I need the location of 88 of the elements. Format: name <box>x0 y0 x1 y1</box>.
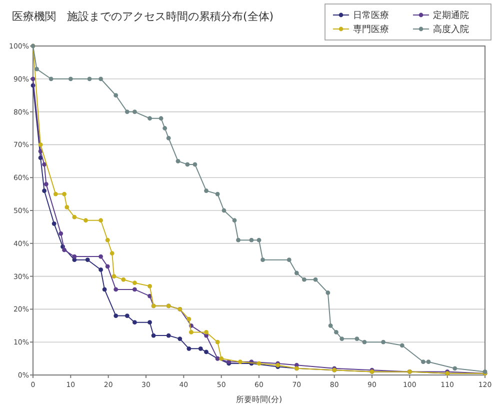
point <box>98 254 103 259</box>
point <box>148 116 152 121</box>
point <box>42 188 46 193</box>
point <box>110 251 114 256</box>
point <box>48 76 54 82</box>
point <box>151 333 156 338</box>
point <box>204 188 208 193</box>
point <box>64 205 70 210</box>
point <box>189 330 194 334</box>
point <box>102 287 107 292</box>
point <box>326 290 330 295</box>
point <box>340 336 344 342</box>
point <box>68 76 73 82</box>
point <box>236 238 240 242</box>
point <box>132 280 137 286</box>
point <box>328 323 333 328</box>
point <box>452 366 458 371</box>
point <box>62 192 66 196</box>
x-axis-title: 所要時間(分) <box>236 395 282 404</box>
point <box>185 162 190 167</box>
point <box>158 116 164 121</box>
point <box>334 330 338 334</box>
point <box>198 346 203 351</box>
point <box>44 182 48 186</box>
point <box>204 350 208 354</box>
point <box>72 254 77 259</box>
point <box>294 270 299 276</box>
chart-title: 医療機関 施設までのアクセス時間の累積分布(全体) <box>12 10 274 23</box>
point <box>124 314 130 318</box>
point <box>52 221 56 226</box>
legend-label: 専門医療 <box>353 24 389 36</box>
point <box>286 258 292 262</box>
point <box>114 93 118 98</box>
point <box>148 320 152 325</box>
point <box>260 258 265 262</box>
point <box>132 110 137 114</box>
point <box>381 340 386 344</box>
point <box>204 330 208 334</box>
point <box>34 66 39 72</box>
point <box>98 218 103 223</box>
point <box>186 346 192 351</box>
point <box>162 126 168 130</box>
point <box>148 284 152 288</box>
point <box>85 258 90 262</box>
point <box>176 158 180 164</box>
point <box>222 208 226 213</box>
point <box>62 248 66 252</box>
point <box>121 277 126 282</box>
point <box>98 76 103 82</box>
point <box>58 231 64 236</box>
point <box>232 218 237 223</box>
point <box>219 356 224 361</box>
point <box>38 142 43 147</box>
point <box>53 192 58 196</box>
point <box>186 316 192 322</box>
point <box>249 238 254 242</box>
legend-label: 日常医療 <box>353 10 389 22</box>
point <box>114 314 118 318</box>
point <box>112 274 116 278</box>
point <box>256 361 262 366</box>
point <box>313 277 318 282</box>
point <box>132 320 137 325</box>
point <box>105 264 110 269</box>
point <box>124 110 130 114</box>
point <box>426 360 431 364</box>
point <box>42 162 46 167</box>
point <box>256 238 262 242</box>
point <box>400 343 404 348</box>
point <box>105 238 110 242</box>
point <box>84 218 88 223</box>
point <box>238 360 242 364</box>
point <box>178 336 182 342</box>
point <box>166 136 171 140</box>
legend-label: 定期通院 <box>433 10 469 22</box>
point <box>421 360 426 364</box>
point <box>354 336 360 342</box>
point <box>72 214 77 220</box>
point <box>302 277 306 282</box>
point <box>166 333 171 338</box>
legend-label: 高度入院 <box>433 24 469 36</box>
point <box>362 340 367 344</box>
point <box>215 192 220 196</box>
point <box>114 287 118 292</box>
point <box>98 268 103 272</box>
point <box>132 287 137 292</box>
point <box>87 76 92 82</box>
point <box>215 340 220 344</box>
point <box>192 162 198 167</box>
